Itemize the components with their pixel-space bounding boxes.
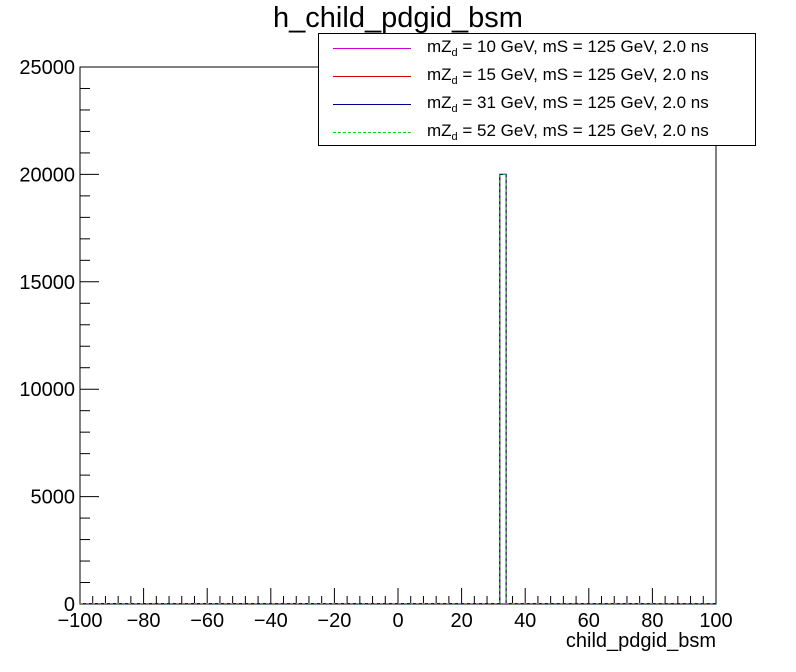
x-tick-label: −80	[127, 610, 161, 632]
legend-entry-31gev: mZd = 31 GeV, mS = 125 GeV, 2.0 ns	[319, 90, 755, 118]
legend-swatch	[333, 132, 411, 133]
histogram-series-1	[80, 173, 716, 604]
x-axis-label: child_pdgid_bsm	[565, 630, 716, 652]
legend: mZd = 10 GeV, mS = 125 GeV, 2.0 ns mZd =…	[318, 33, 756, 146]
legend-label: mZd = 15 GeV, mS = 125 GeV, 2.0 ns	[427, 65, 709, 87]
legend-label: mZd = 10 GeV, mS = 125 GeV, 2.0 ns	[427, 37, 709, 59]
legend-swatch	[333, 48, 411, 49]
x-tick-label: −60	[190, 610, 224, 632]
legend-label: mZd = 52 GeV, mS = 125 GeV, 2.0 ns	[427, 121, 709, 143]
legend-swatch	[333, 76, 411, 77]
x-tick-label: 80	[641, 610, 663, 632]
legend-entry-15gev: mZd = 15 GeV, mS = 125 GeV, 2.0 ns	[319, 62, 755, 90]
histogram-series-3	[80, 173, 716, 604]
y-tick-label: 0	[64, 594, 75, 616]
x-tick-label: 100	[699, 610, 732, 632]
plot-frame	[79, 66, 717, 605]
y-tick-label: 10000	[19, 379, 75, 401]
x-tick-label: 0	[392, 610, 403, 632]
y-tick-label: 5000	[31, 487, 76, 509]
histogram-series-2	[80, 173, 716, 604]
histogram-series-0	[80, 173, 716, 604]
x-tick-label: 40	[514, 610, 536, 632]
x-tick-label: −20	[317, 610, 351, 632]
x-tick-label: −100	[57, 610, 102, 632]
legend-entry-10gev: mZd = 10 GeV, mS = 125 GeV, 2.0 ns	[319, 34, 755, 62]
x-tick-label: −40	[254, 610, 288, 632]
legend-swatch	[333, 104, 411, 105]
x-tick-label: 20	[450, 610, 472, 632]
legend-label: mZd = 31 GeV, mS = 125 GeV, 2.0 ns	[427, 93, 709, 115]
y-tick-label: 20000	[19, 164, 75, 186]
y-tick-label: 25000	[19, 57, 75, 79]
y-tick-label: 15000	[19, 272, 75, 294]
x-tick-label: 60	[578, 610, 600, 632]
chart-title: h_child_pdgid_bsm	[273, 2, 523, 34]
legend-entry-52gev: mZd = 52 GeV, mS = 125 GeV, 2.0 ns	[319, 118, 755, 146]
